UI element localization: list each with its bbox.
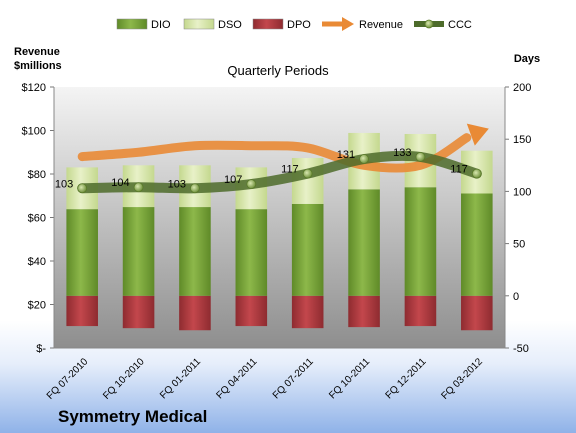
category-label: FQ 10-2011 xyxy=(327,356,372,401)
ccc-data-label: 107 xyxy=(224,174,242,186)
legend-label: DPO xyxy=(287,19,311,31)
category-label: FQ 01-2011 xyxy=(158,356,203,401)
right-tick-label: 100 xyxy=(513,186,531,198)
dio-bar xyxy=(348,189,380,296)
legend-label: DIO xyxy=(151,19,171,31)
right-tick-label: 150 xyxy=(513,134,531,146)
category-label: FQ 12-2011 xyxy=(384,356,429,401)
ccc-data-label: 131 xyxy=(337,149,355,161)
legend-label: Revenue xyxy=(359,19,403,31)
category-label: FQ 07-2011 xyxy=(271,356,316,401)
right-tick-label: 200 xyxy=(513,82,531,94)
category-label: FQ 04-2011 xyxy=(214,356,259,401)
legend-swatch-dpo xyxy=(252,18,284,30)
line-layer: 103 104 103 107 117 131 133 117 xyxy=(55,123,489,194)
dio-bar xyxy=(291,203,324,296)
dio-bar xyxy=(179,207,211,296)
ccc-data-label: 104 xyxy=(111,177,129,189)
dpo-bar xyxy=(291,295,324,329)
ccc-data-label: 103 xyxy=(55,178,73,190)
left-axis-label: Revenue $millions xyxy=(14,46,62,72)
left-tick-label: $120 xyxy=(22,82,46,94)
dio-bar xyxy=(122,207,155,296)
plot-area xyxy=(54,87,505,348)
chart-title: Quarterly Periods xyxy=(227,63,329,78)
legend-arrowhead xyxy=(342,17,354,31)
dio-bar xyxy=(66,209,98,296)
dpo-bar xyxy=(348,295,380,328)
left-tick-label: $- xyxy=(36,343,46,355)
category-label: FQ 03-2012 xyxy=(439,356,485,402)
ccc-data-label: 117 xyxy=(281,164,299,176)
revenue-arrowhead xyxy=(466,123,489,146)
category-label: FQ 07-2010 xyxy=(45,356,91,402)
right-axis-label: Days xyxy=(514,53,540,65)
left-tick-label: $60 xyxy=(28,213,46,225)
ccc-data-label: 117 xyxy=(450,164,468,176)
dio-bar xyxy=(461,193,493,296)
ccc-point xyxy=(133,182,144,193)
legend-swatch-dso xyxy=(183,18,215,30)
legend-label: CCC xyxy=(448,19,472,31)
dpo-bar xyxy=(179,295,211,331)
dpo-bar xyxy=(235,295,268,327)
ccc-point xyxy=(471,168,482,179)
left-tick-label: $100 xyxy=(22,126,46,138)
ccc-point xyxy=(359,154,369,164)
dio-bar xyxy=(404,187,437,296)
ccc-point xyxy=(302,168,313,179)
bar-layer xyxy=(66,132,493,331)
legend-swatch-dio xyxy=(116,18,148,30)
ccc-data-label: 133 xyxy=(393,147,411,159)
dpo-bar xyxy=(66,295,98,327)
legend-ccc-dot xyxy=(424,19,434,29)
dio-bar xyxy=(235,209,268,296)
company-name: Symmetry Medical xyxy=(58,407,207,426)
ccc-point xyxy=(190,183,200,194)
ccc-point xyxy=(77,183,88,194)
dpo-bar xyxy=(122,295,155,329)
right-tick-label: -50 xyxy=(513,343,529,355)
legend-label: DSO xyxy=(218,19,242,31)
right-tick-label: 50 xyxy=(513,239,525,251)
left-tick-label: $80 xyxy=(28,169,46,181)
revenue-line xyxy=(77,133,472,173)
ccc-data-label: 103 xyxy=(168,178,186,190)
legend: DIO DSO DPO Revenue CCC xyxy=(116,17,472,31)
category-label: FQ 10-2010 xyxy=(101,356,147,402)
ccc-point xyxy=(415,152,426,162)
ccc-point xyxy=(246,179,257,189)
left-tick-label: $20 xyxy=(28,300,46,312)
dpo-bar xyxy=(461,295,493,331)
left-tick-label: $40 xyxy=(28,256,46,268)
right-tick-label: 0 xyxy=(513,291,519,303)
dpo-bar xyxy=(404,295,437,327)
